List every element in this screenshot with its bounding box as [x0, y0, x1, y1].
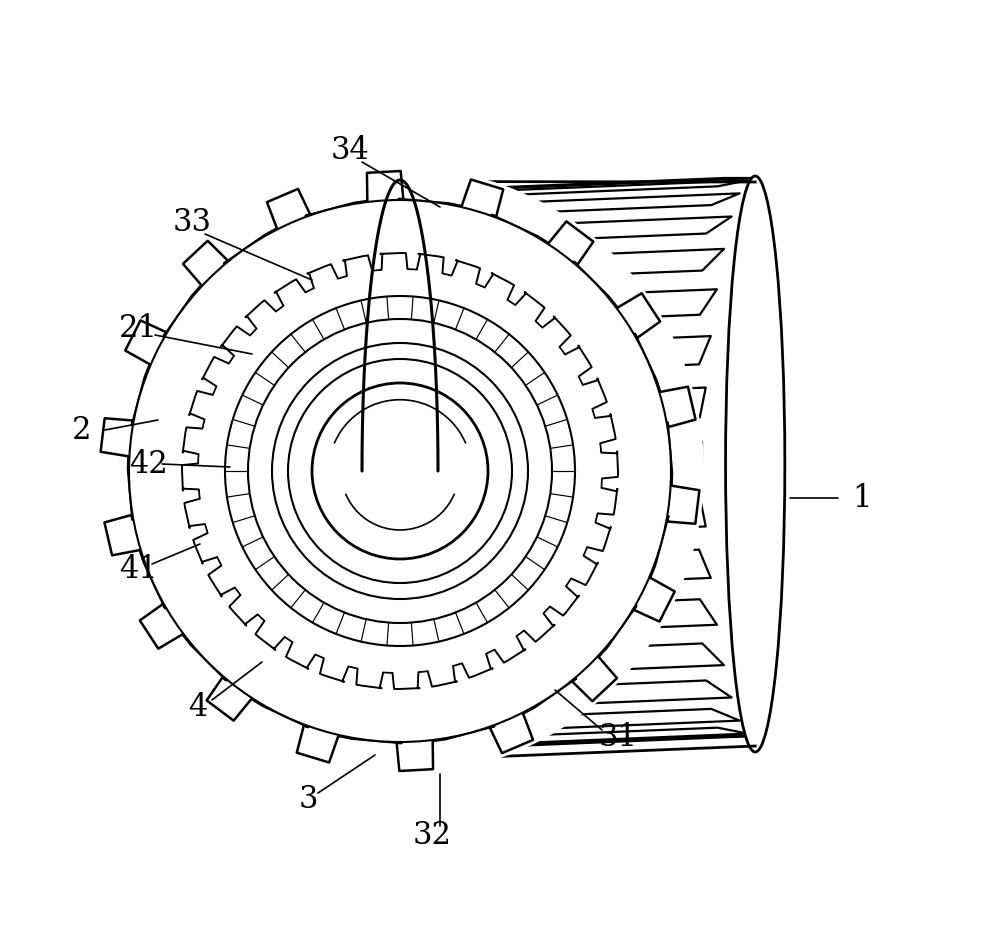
Polygon shape [360, 599, 717, 639]
Polygon shape [366, 680, 732, 711]
Text: 3: 3 [298, 785, 318, 816]
Circle shape [288, 359, 512, 583]
Text: 1: 1 [852, 483, 872, 514]
Circle shape [199, 270, 601, 672]
Polygon shape [362, 644, 724, 679]
Polygon shape [378, 181, 748, 200]
Polygon shape [371, 709, 740, 735]
Polygon shape [385, 736, 755, 750]
Polygon shape [362, 441, 702, 486]
Polygon shape [101, 171, 699, 771]
Polygon shape [362, 248, 724, 284]
Polygon shape [360, 289, 717, 328]
Circle shape [96, 167, 704, 775]
Text: 4: 4 [188, 693, 208, 724]
Text: 42: 42 [129, 449, 167, 480]
Text: 41: 41 [119, 554, 157, 585]
Polygon shape [360, 388, 706, 432]
Polygon shape [182, 253, 618, 689]
Text: 33: 33 [173, 206, 212, 237]
Polygon shape [385, 178, 755, 192]
Polygon shape [359, 550, 711, 592]
Text: 2: 2 [72, 414, 92, 445]
Circle shape [129, 200, 671, 742]
Polygon shape [359, 336, 711, 378]
Text: 31: 31 [598, 723, 638, 754]
Text: 32: 32 [413, 820, 452, 851]
Text: 34: 34 [331, 135, 369, 166]
Ellipse shape [726, 176, 785, 752]
Polygon shape [366, 216, 732, 247]
Circle shape [272, 343, 528, 599]
Polygon shape [378, 727, 748, 748]
Polygon shape [371, 194, 740, 219]
FancyBboxPatch shape [390, 166, 810, 776]
Circle shape [225, 296, 575, 646]
Circle shape [248, 319, 552, 623]
Circle shape [129, 200, 671, 742]
Polygon shape [360, 497, 706, 540]
Text: 21: 21 [119, 312, 158, 343]
Circle shape [312, 383, 488, 559]
